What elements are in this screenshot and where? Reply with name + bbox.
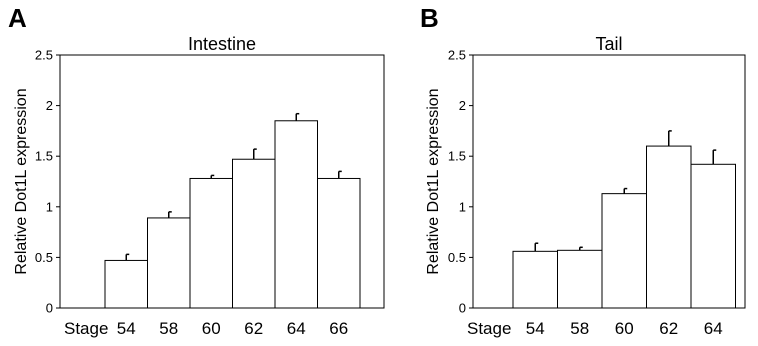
x-tick-label: 62 [659,319,678,338]
y-tick-label: 2.5 [448,48,466,63]
bar [232,158,276,309]
bar [104,259,148,309]
intestine-chart: Intestine Relative Dot1L expression 0 0.5 1 1… [13,34,385,338]
bar [557,249,603,309]
y-tick-label: 1.5 [35,149,53,164]
panel-b: B [420,3,439,33]
x-tick-label: 64 [704,319,723,338]
x-axis-label: Stage [467,319,511,338]
tail-chart: Tail Relative Dot1L expression 0 0.5 1 1.5 2 2.… [425,34,746,338]
y-tick-label: 0 [459,301,466,316]
x-tick-label: 58 [159,319,178,338]
bar [274,120,318,309]
x-tick-label: 66 [329,319,348,338]
bar [317,177,361,309]
x-tick-label: 64 [287,319,306,338]
bar [189,177,233,309]
y-tick-label: 1.5 [448,149,466,164]
y-tick-label: 0 [46,301,53,316]
y-axis-label: Relative Dot1L expression [13,88,30,274]
y-tick-label: 0.5 [448,250,466,265]
y-tick-label: 2.5 [35,48,53,63]
panel-a: A [8,3,27,33]
x-tick-label: 54 [117,319,136,338]
y-tick-label: 0.5 [35,250,53,265]
bar [147,217,191,309]
x-tick-label: 60 [202,319,221,338]
y-axis-label: Relative Dot1L expression [425,88,442,274]
y-tick-label: 2 [46,98,53,113]
x-tick-label: 60 [615,319,634,338]
y-tick-label: 1 [46,199,53,214]
y-tick-label: 2 [459,98,466,113]
bar [646,145,692,309]
chart-title: Tail [595,34,622,54]
x-tick-label: 54 [526,319,545,338]
panel-letter-a: A [8,3,27,33]
x-axis-label: Stage [64,319,108,338]
chart-title: Intestine [188,34,256,54]
x-tick-label: 58 [570,319,589,338]
panel-letter-b: B [420,3,439,33]
bar [690,163,736,309]
bar [512,250,558,309]
y-tick-label: 1 [459,199,466,214]
x-tick-label: 62 [244,319,263,338]
bar [601,193,647,309]
